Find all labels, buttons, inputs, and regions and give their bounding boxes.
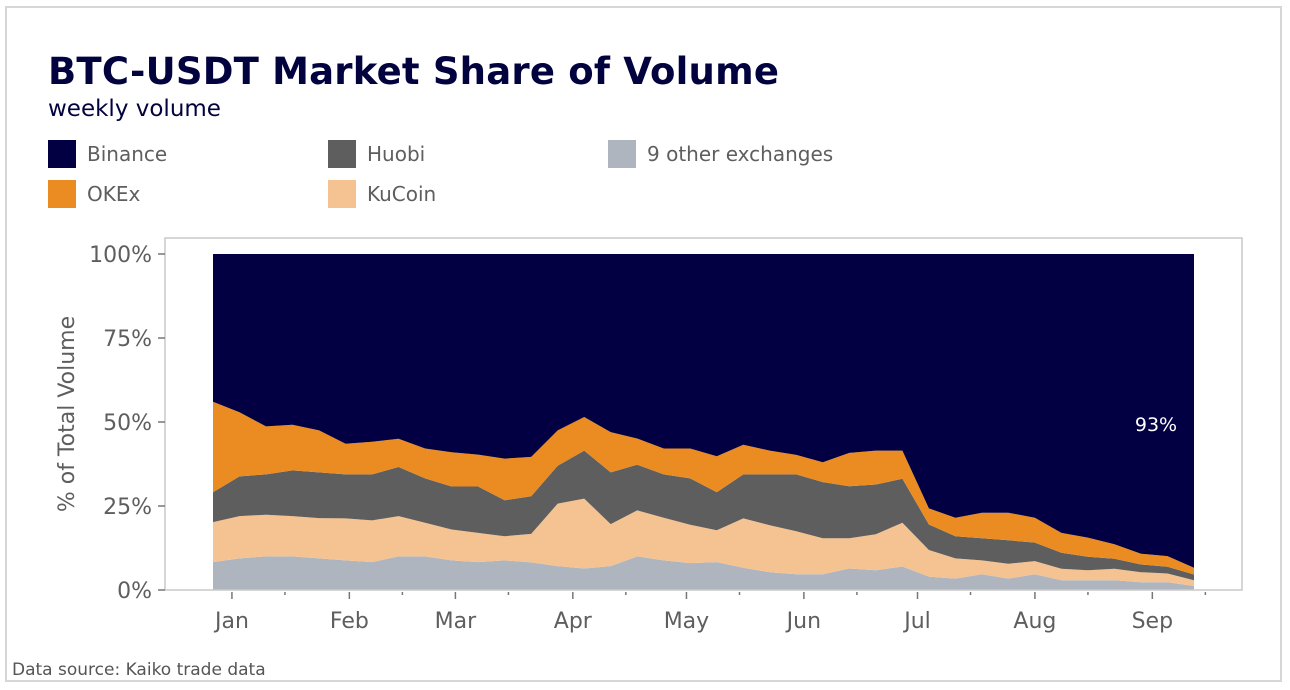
legend-item-kucoin[interactable]: KuCoin [328, 180, 436, 208]
x-tick-label: Sep [1132, 609, 1173, 634]
legend-label: KuCoin [367, 182, 437, 206]
x-tick-label: Mar [435, 609, 477, 634]
legend-item-huobi[interactable]: Huobi [328, 140, 425, 168]
area-okex [213, 401, 1194, 575]
x-tick-label: Jul [902, 609, 931, 634]
area-9-other-exchanges [213, 556, 1194, 590]
chart-subtitle: weekly volume [48, 96, 221, 122]
x-tick-label: Feb [330, 609, 369, 634]
legend-label: Huobi [367, 142, 426, 166]
legend-swatch [48, 140, 76, 168]
chart-frame [5, 6, 1282, 682]
series-areas [213, 254, 1194, 590]
x-tick-label: Apr [554, 609, 593, 634]
y-axis-title: % of Total Volume [55, 316, 80, 512]
data-source-note: Data source: Kaiko trade data [12, 660, 266, 680]
y-tick-label: 100% [89, 243, 152, 268]
y-axis: 0% 25% 50% 75% 100% [89, 243, 165, 604]
legend-item-okex[interactable]: OKEx [48, 180, 140, 208]
y-tick-label: 25% [103, 495, 152, 520]
binance-share-annotation: 93% [1135, 414, 1177, 436]
legend-item-binance[interactable]: Binance [48, 140, 167, 168]
legend-swatch [608, 140, 636, 168]
legend-label: Binance [87, 142, 168, 166]
legend-swatch [328, 140, 356, 168]
x-axis: Jan Feb Mar Apr May Jun Jul Aug Sep [213, 592, 1207, 634]
plot-border [164, 237, 1243, 591]
x-tick-label: Jan [213, 609, 249, 634]
legend-label: OKEx [87, 182, 141, 206]
x-tick-label: Jun [785, 609, 821, 634]
y-tick-label: 75% [103, 327, 152, 352]
x-tick-label: Aug [1013, 609, 1056, 634]
y-tick-label: 50% [103, 411, 152, 436]
chart-title: BTC-USDT Market Share of Volume [48, 50, 780, 93]
area-binance [213, 254, 1194, 568]
legend-label: 9 other exchanges [647, 142, 834, 166]
legend-swatch [328, 180, 356, 208]
legend-swatch [48, 180, 76, 208]
legend-item-other-exchanges[interactable]: 9 other exchanges [608, 140, 833, 168]
area-kucoin [213, 498, 1194, 586]
area-huobi [213, 450, 1194, 581]
y-tick-label: 0% [117, 579, 152, 604]
x-tick-label: May [664, 609, 709, 634]
